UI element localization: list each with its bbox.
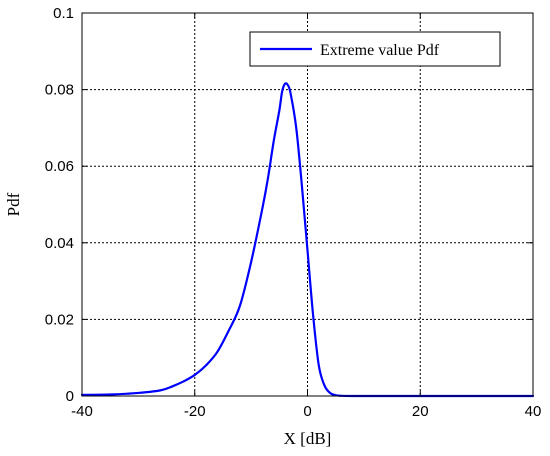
tick-marks	[81, 12, 534, 397]
legend: Extreme value Pdf	[249, 31, 501, 67]
x-tick-label: 40	[525, 403, 542, 420]
x-tick-label: 20	[412, 403, 429, 420]
legend-label: Extreme value Pdf	[320, 42, 440, 59]
y-tick-label: 0.02	[45, 311, 74, 328]
x-tick-labels: -40 -20 0 20 40	[71, 403, 541, 420]
y-tick-label: 0.06	[45, 158, 74, 175]
y-tick-label: 0.08	[45, 82, 74, 99]
y-tick-labels: 0 0.02 0.04 0.06 0.08 0.1	[45, 5, 74, 405]
x-tick-label: 0	[303, 403, 311, 420]
y-tick-label: 0.1	[53, 5, 74, 22]
x-tick-label: -20	[184, 403, 206, 420]
y-tick-label: 0	[66, 388, 74, 405]
y-tick-label: 0.04	[45, 235, 74, 252]
x-tick-label: -40	[71, 403, 93, 420]
x-axis-label: X [dB]	[284, 429, 332, 448]
y-axis-label: Pdf	[4, 192, 23, 216]
